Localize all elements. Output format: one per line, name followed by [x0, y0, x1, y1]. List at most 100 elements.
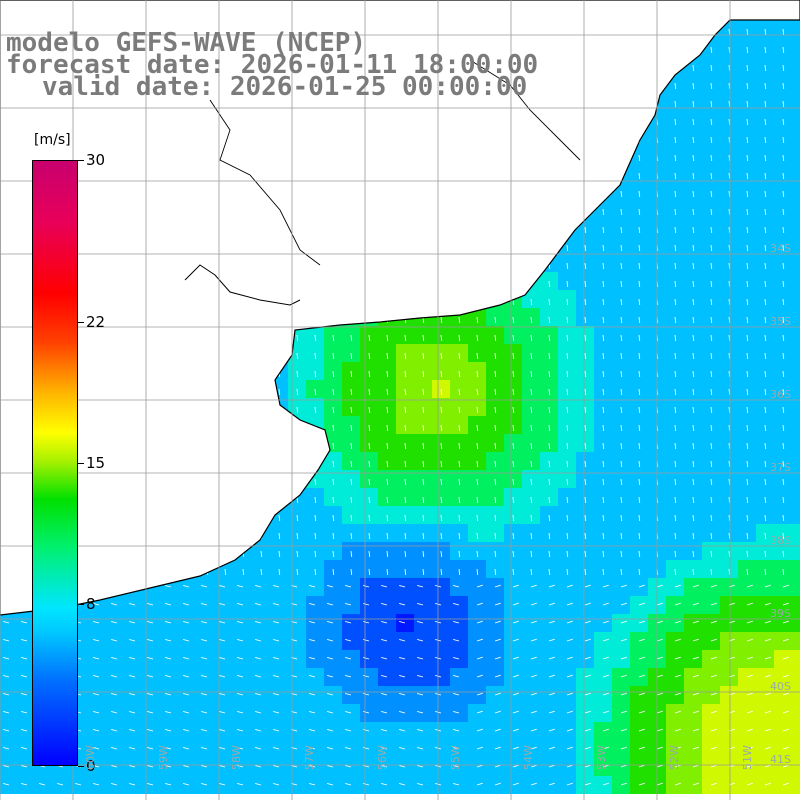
wind-arrow [602, 316, 605, 324]
wind-arrow [674, 656, 681, 660]
wind-arrow [746, 710, 753, 714]
wind-arrow [638, 370, 641, 378]
wind-arrow [782, 568, 785, 576]
wind-speed-cell [792, 344, 800, 362]
wind-arrow [530, 710, 537, 714]
lat-label: 38S [770, 534, 791, 547]
wind-arrow [237, 621, 244, 624]
wind-arrow [404, 442, 407, 450]
lat-label: 39S [770, 607, 791, 620]
wind-speed-cell [792, 650, 800, 668]
wind-arrow [692, 674, 699, 678]
wind-arrow [602, 406, 605, 414]
wind-arrow [782, 262, 785, 270]
wind-arrow [399, 675, 406, 678]
wind-arrow [417, 657, 424, 660]
wind-arrow [674, 532, 677, 540]
wind-arrow [530, 692, 537, 696]
wind-arrow [638, 764, 645, 768]
wind-speed-cell [792, 470, 800, 488]
wind-speed-cell [792, 776, 800, 794]
wind-arrow [458, 370, 461, 378]
wind-arrow [399, 729, 406, 732]
wind-arrow [548, 406, 551, 414]
wind-arrow [782, 28, 785, 36]
wind-arrow [566, 550, 569, 558]
wind-arrow [692, 602, 699, 606]
wind-arrow [386, 460, 389, 468]
wind-speed-cell [792, 38, 800, 56]
wind-arrow [422, 460, 425, 468]
lon-label: 55W [449, 745, 462, 770]
wind-arrow [638, 244, 641, 252]
wind-arrow [21, 639, 28, 642]
wind-arrow [129, 675, 136, 678]
wind-arrow [129, 747, 136, 750]
wind-arrow [422, 424, 425, 432]
wind-arrow [764, 100, 767, 108]
wind-arrow [764, 638, 771, 642]
wind-arrow [638, 550, 641, 558]
wind-arrow [746, 568, 749, 576]
wind-arrow [548, 514, 551, 522]
wind-arrow [566, 442, 569, 450]
wind-arrow [638, 442, 641, 450]
wind-arrow [476, 514, 479, 522]
wind-arrow [584, 584, 591, 588]
wind-arrow [417, 783, 424, 786]
wind-arrow [183, 747, 190, 750]
wind-speed-cell [792, 218, 800, 236]
wind-arrow [674, 460, 677, 468]
wind-arrow [602, 244, 605, 252]
wind-arrow [656, 584, 663, 588]
wind-arrow [764, 532, 767, 540]
wind-speed-cell [792, 704, 800, 722]
wind-arrow [692, 280, 695, 288]
wind-speed-cell [792, 254, 800, 272]
wind-arrow [710, 532, 713, 540]
wind-speed-cell [792, 146, 800, 164]
wind-arrow [638, 478, 641, 486]
wind-arrow [782, 514, 785, 522]
colorbar-tick-label: 15 [86, 454, 106, 472]
wind-arrow [183, 765, 190, 768]
wind-arrow [584, 442, 587, 450]
wind-arrow [710, 746, 717, 750]
wind-arrow [327, 747, 334, 750]
wind-arrow [476, 728, 483, 732]
wind-arrow [458, 532, 461, 540]
wind-arrow [278, 550, 281, 558]
wind-arrow [746, 262, 749, 270]
wind-speed-cell [792, 686, 800, 704]
wind-arrow [710, 602, 717, 606]
wind-arrow [548, 674, 555, 678]
wind-arrow [404, 496, 407, 504]
lon-label: 56W [376, 745, 389, 770]
wind-arrow [764, 460, 767, 468]
wind-arrow [584, 370, 587, 378]
wind-arrow [453, 747, 460, 750]
wind-arrow [453, 585, 460, 588]
wind-arrow [368, 496, 371, 504]
wind-arrow [548, 532, 551, 540]
wind-arrow [255, 675, 262, 678]
wind-arrow [381, 747, 388, 750]
wind-arrow [638, 692, 645, 696]
wind-arrow [710, 478, 713, 486]
wind-arrow [746, 674, 753, 678]
lon-label: 53W [595, 745, 608, 770]
wind-arrow [494, 478, 497, 486]
wind-arrow [512, 334, 515, 342]
wind-arrow [381, 783, 388, 786]
wind-arrow [512, 514, 515, 522]
wind-arrow [363, 765, 370, 768]
wind-arrow [638, 532, 641, 540]
wind-arrow [129, 621, 136, 624]
wind-arrow [692, 656, 699, 660]
wind-arrow [602, 532, 605, 540]
wind-arrow [327, 621, 334, 624]
wind-arrow [638, 154, 641, 162]
wind-arrow [530, 298, 533, 306]
wind-arrow [219, 621, 226, 624]
wind-arrow [327, 783, 334, 786]
